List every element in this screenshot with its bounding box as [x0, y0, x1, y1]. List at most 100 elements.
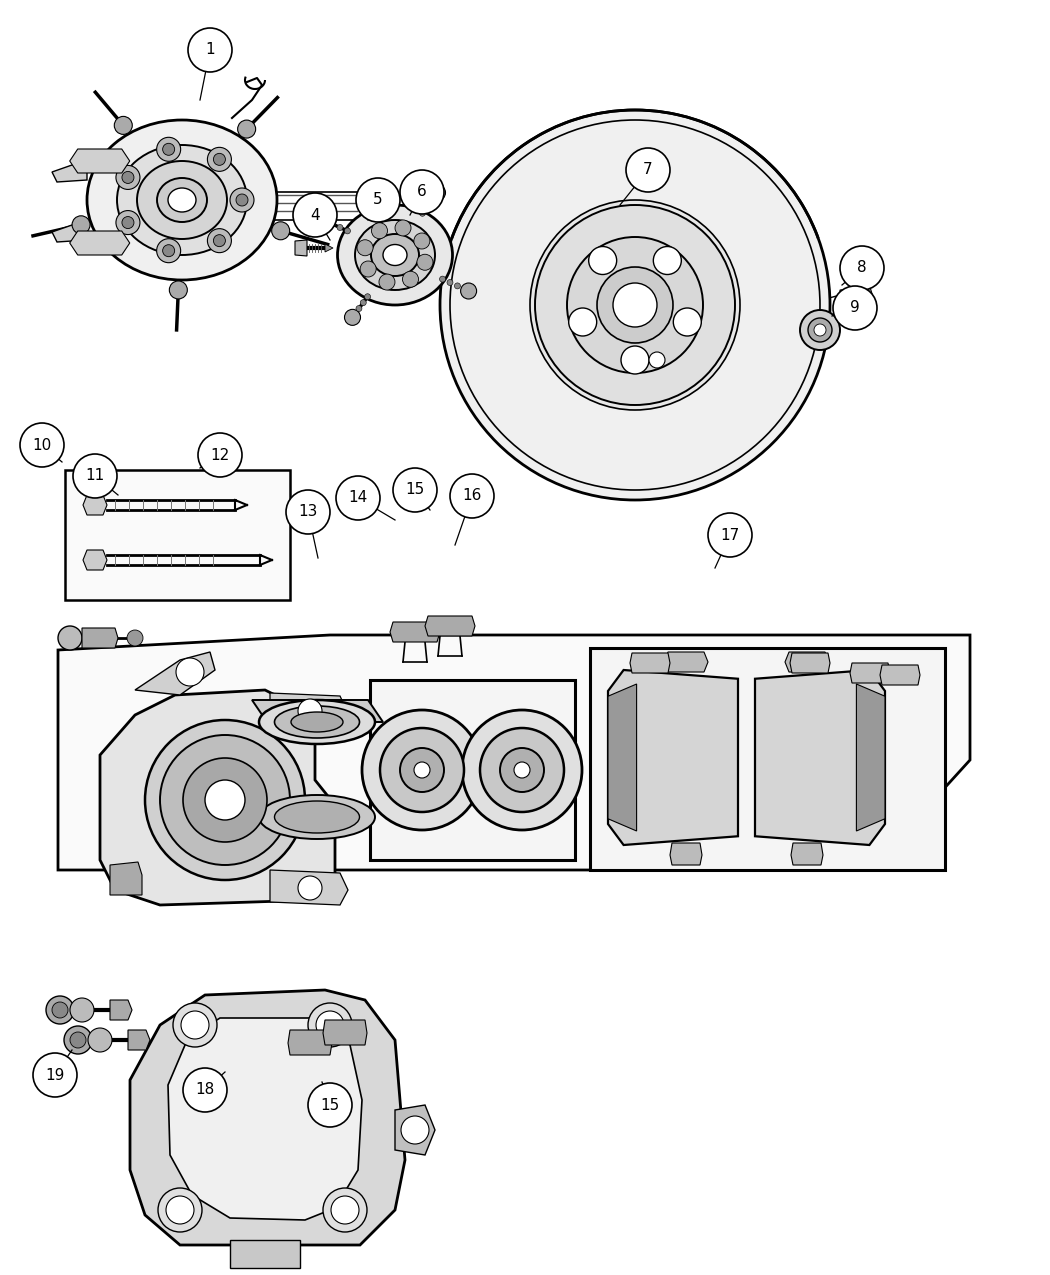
Circle shape: [653, 246, 681, 274]
Polygon shape: [608, 683, 636, 831]
Circle shape: [127, 630, 143, 646]
Circle shape: [440, 277, 445, 282]
Text: 17: 17: [720, 528, 739, 542]
Circle shape: [176, 658, 204, 686]
Polygon shape: [326, 244, 333, 252]
Text: 14: 14: [349, 491, 368, 505]
Text: 11: 11: [85, 468, 105, 483]
Circle shape: [205, 780, 245, 820]
Circle shape: [447, 279, 453, 286]
Polygon shape: [395, 1105, 435, 1155]
Circle shape: [163, 143, 174, 156]
Polygon shape: [840, 287, 873, 303]
Circle shape: [393, 468, 437, 513]
Polygon shape: [83, 495, 107, 515]
Circle shape: [46, 996, 74, 1024]
Circle shape: [429, 185, 445, 200]
Text: 6: 6: [417, 185, 427, 199]
Circle shape: [402, 272, 419, 287]
Ellipse shape: [291, 711, 343, 732]
Text: 1: 1: [205, 42, 215, 57]
Circle shape: [708, 513, 752, 557]
Circle shape: [156, 238, 181, 263]
Circle shape: [116, 166, 140, 190]
Ellipse shape: [337, 205, 453, 305]
Polygon shape: [608, 669, 738, 845]
Circle shape: [74, 454, 117, 499]
Polygon shape: [100, 690, 335, 905]
Circle shape: [72, 215, 90, 233]
Ellipse shape: [158, 179, 207, 222]
Text: 4: 4: [310, 208, 320, 223]
Circle shape: [114, 116, 132, 134]
Circle shape: [160, 734, 290, 864]
Circle shape: [58, 626, 82, 650]
Circle shape: [814, 324, 826, 337]
Circle shape: [336, 476, 380, 520]
Circle shape: [122, 171, 134, 184]
Text: 12: 12: [210, 448, 230, 463]
Polygon shape: [857, 683, 885, 831]
Polygon shape: [288, 1030, 332, 1054]
Polygon shape: [590, 648, 945, 870]
Circle shape: [208, 228, 231, 252]
Circle shape: [64, 1026, 92, 1054]
Polygon shape: [52, 222, 87, 242]
Circle shape: [70, 998, 94, 1023]
Circle shape: [198, 434, 242, 477]
Circle shape: [621, 346, 649, 374]
Polygon shape: [880, 666, 920, 685]
Circle shape: [33, 1053, 77, 1096]
Circle shape: [567, 237, 704, 374]
Circle shape: [461, 283, 477, 300]
Circle shape: [230, 187, 254, 212]
Circle shape: [419, 210, 425, 217]
Circle shape: [163, 245, 174, 256]
Circle shape: [356, 179, 400, 222]
Text: 15: 15: [405, 482, 424, 497]
Circle shape: [316, 1011, 344, 1039]
Circle shape: [308, 1003, 352, 1047]
Text: 13: 13: [298, 505, 318, 519]
Ellipse shape: [383, 245, 407, 265]
Polygon shape: [664, 652, 708, 672]
Circle shape: [236, 194, 248, 207]
Circle shape: [417, 254, 433, 270]
Circle shape: [122, 217, 134, 228]
Polygon shape: [390, 622, 440, 643]
Polygon shape: [791, 843, 823, 864]
Ellipse shape: [117, 145, 247, 255]
Circle shape: [356, 306, 362, 311]
Polygon shape: [230, 1241, 300, 1269]
Polygon shape: [755, 669, 885, 845]
Circle shape: [344, 310, 360, 325]
Polygon shape: [323, 1020, 367, 1045]
Ellipse shape: [355, 221, 435, 289]
Circle shape: [213, 235, 226, 246]
Circle shape: [360, 300, 366, 306]
Circle shape: [272, 222, 290, 240]
Polygon shape: [52, 162, 87, 182]
Circle shape: [173, 1003, 217, 1047]
Circle shape: [414, 233, 429, 249]
Polygon shape: [452, 110, 818, 260]
Circle shape: [286, 490, 330, 534]
Circle shape: [380, 728, 464, 812]
Polygon shape: [110, 1000, 132, 1020]
Circle shape: [414, 762, 430, 778]
Polygon shape: [630, 653, 670, 673]
Text: 16: 16: [462, 488, 482, 504]
Circle shape: [597, 266, 673, 343]
Polygon shape: [370, 680, 575, 861]
Circle shape: [450, 474, 494, 518]
Ellipse shape: [136, 161, 227, 238]
Polygon shape: [670, 843, 702, 864]
Circle shape: [158, 1188, 202, 1232]
Polygon shape: [270, 870, 348, 905]
Circle shape: [455, 283, 461, 289]
Ellipse shape: [371, 235, 419, 275]
Polygon shape: [58, 635, 970, 870]
Ellipse shape: [259, 700, 375, 745]
Circle shape: [400, 748, 444, 792]
Polygon shape: [69, 149, 130, 173]
